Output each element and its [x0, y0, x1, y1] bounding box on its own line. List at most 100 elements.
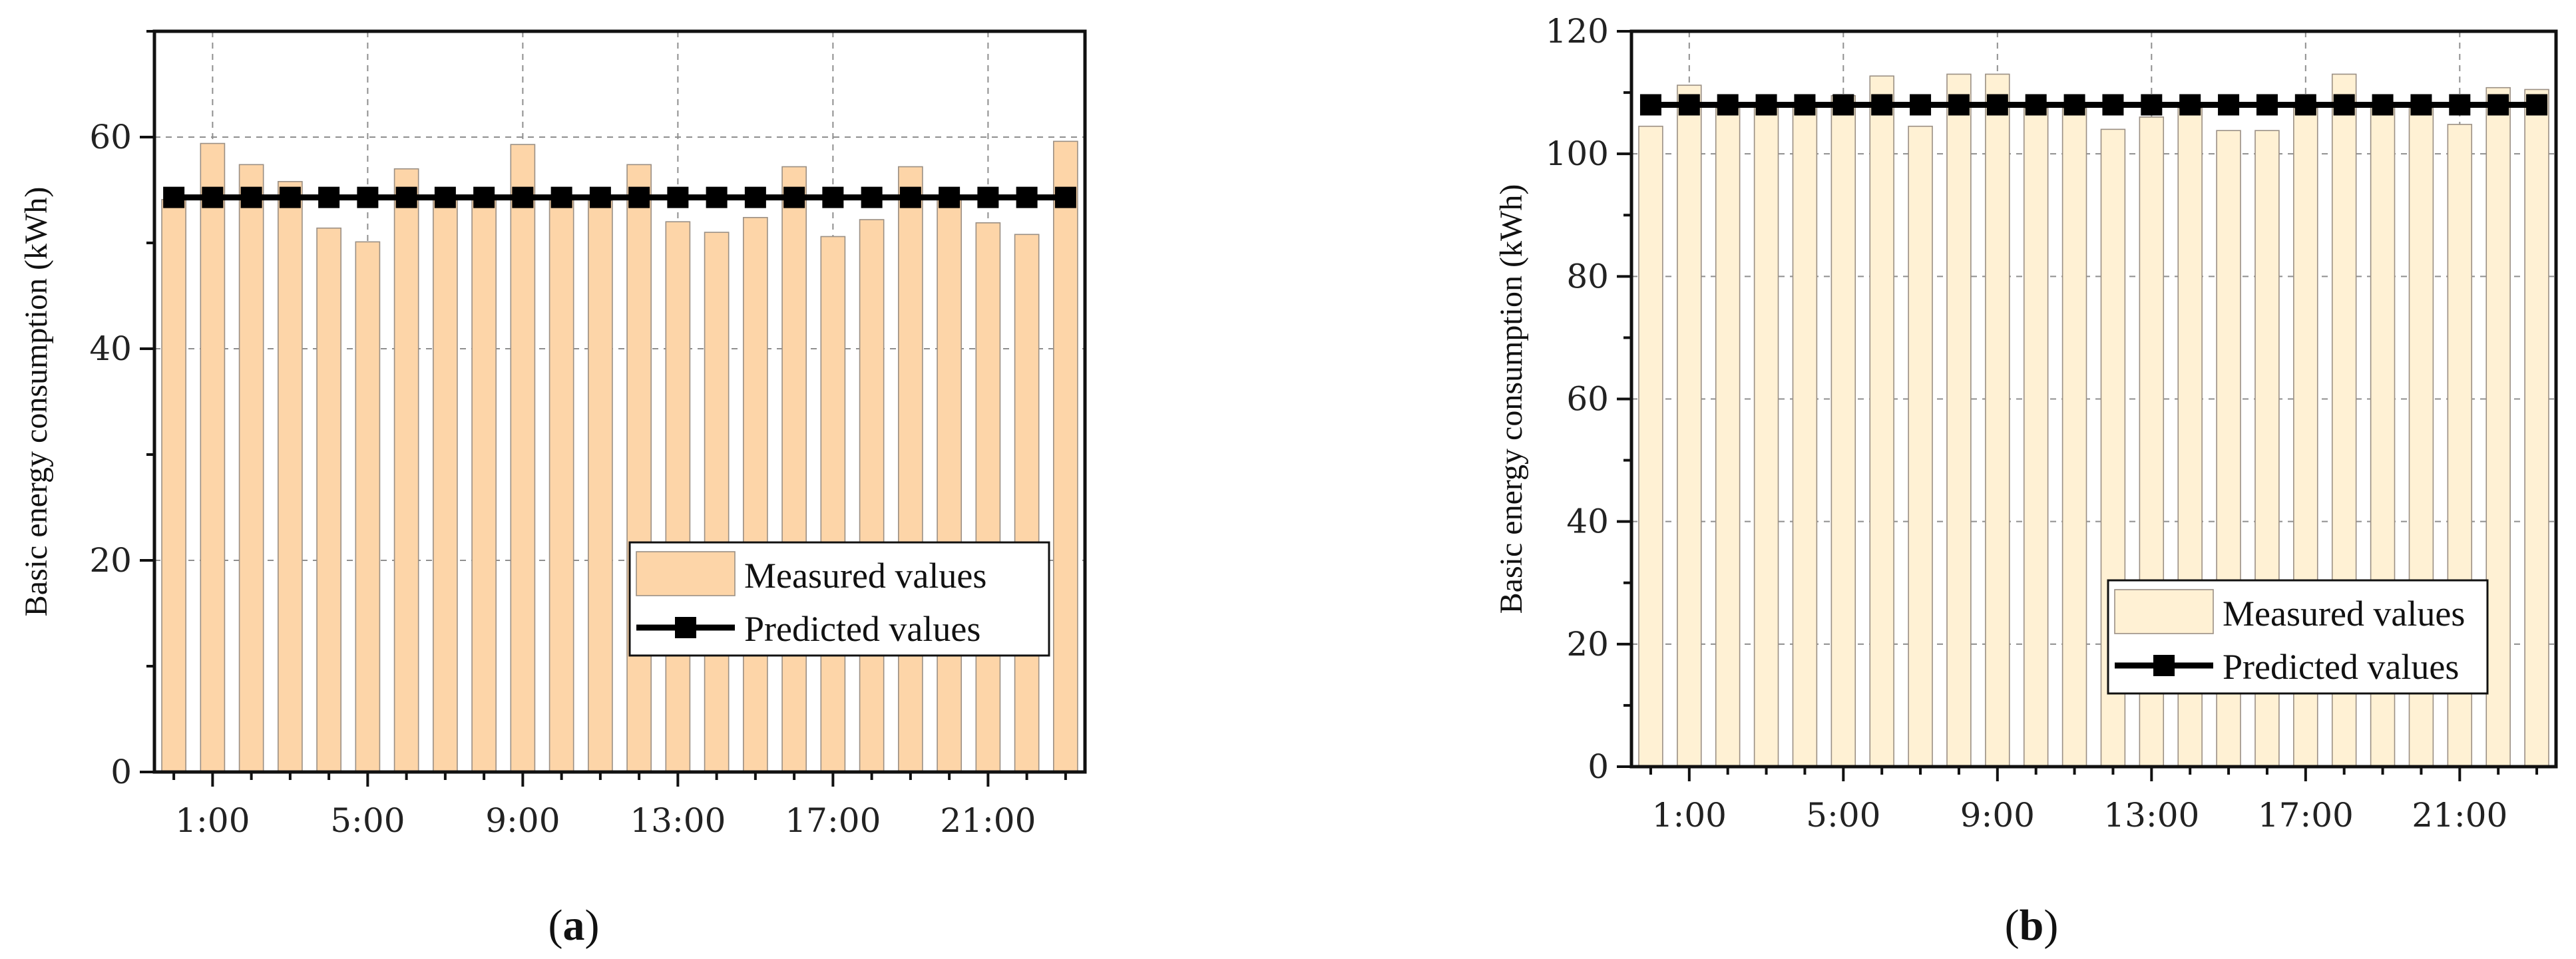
measured-bar [781, 166, 807, 773]
measured-bar [588, 200, 613, 773]
y-axis-title: Basic energy consumption (kWh) [1494, 184, 1529, 614]
x-axis: 1:00 5:00 9:00 13:00 17:00 21:00 [1649, 767, 2539, 835]
predicted-marker [1910, 94, 1932, 116]
measured-bar [665, 221, 691, 773]
measured-bar [2023, 107, 2049, 767]
predicted-marker [977, 186, 999, 208]
predicted-marker [2410, 94, 2432, 116]
predicted-marker [2487, 94, 2509, 116]
panel-label-letter: a [563, 901, 585, 950]
predicted-marker [434, 186, 456, 208]
measured-bar [975, 222, 1001, 773]
measured-bar [898, 166, 923, 773]
measured-bar [820, 236, 846, 773]
predicted-marker [279, 186, 301, 208]
predicted-marker [512, 186, 534, 208]
predicted-marker [2294, 94, 2316, 116]
x-tick-label: 1:00 [1652, 796, 1727, 835]
measured-bar [859, 219, 885, 773]
predicted-marker [2102, 94, 2124, 116]
measured-bar [1946, 73, 1972, 767]
predicted-marker [163, 186, 185, 208]
measured-bar [548, 196, 574, 773]
measured-bar [355, 241, 381, 773]
predicted-marker [1948, 94, 1970, 116]
y-tick-label: 0 [1588, 747, 1609, 786]
predicted-marker [473, 186, 495, 208]
measured-bar [704, 232, 730, 773]
predicted-marker [1832, 94, 1854, 116]
legend-label-predicted: Predicted values [2223, 647, 2459, 687]
panel-label-close-paren: ) [2043, 901, 2058, 950]
x-tick-label: 17:00 [2258, 796, 2354, 835]
measured-bar [1908, 125, 1933, 767]
measured-bar [161, 199, 186, 773]
predicted-marker [861, 186, 883, 208]
x-tick-label: 13:00 [2103, 796, 2199, 835]
predicted-marker [1755, 94, 1777, 116]
measured-bar [1792, 106, 1818, 767]
predicted-marker [550, 186, 572, 208]
measured-bar [393, 168, 419, 773]
measured-bar [1830, 95, 1856, 767]
y-tick-label: 60 [1566, 380, 1609, 419]
measured-bar [433, 196, 458, 773]
measured-bar [937, 196, 962, 773]
x-tick-label: 13:00 [630, 801, 726, 840]
predicted-marker [240, 186, 262, 208]
predicted-line-series [1639, 94, 2548, 116]
predicted-marker [2256, 94, 2278, 116]
predicted-marker [2526, 94, 2548, 116]
legend-bar-swatch [2114, 589, 2214, 634]
measured-bar [626, 164, 652, 773]
panel-b: 0 20 40 60 80 100 120 1:00 5:00 9:00 13:00 17:00 21:… [1494, 12, 2558, 950]
predicted-marker [395, 186, 417, 208]
predicted-marker [1678, 94, 1700, 116]
x-tick-label: 5:00 [1806, 796, 1880, 835]
panel-label-open-paren: ( [2005, 901, 2020, 950]
predicted-line-series [163, 186, 1076, 208]
measured-bar [200, 142, 226, 773]
measured-bar [238, 164, 264, 773]
legend-label-predicted: Predicted values [744, 609, 980, 649]
measured-bar [278, 180, 303, 773]
y-tick-label: 20 [1566, 625, 1609, 664]
predicted-marker [2372, 94, 2394, 116]
predicted-marker [357, 186, 379, 208]
predicted-marker [2063, 94, 2085, 116]
legend: Measured values Predicted values [628, 541, 1050, 657]
predicted-marker [1871, 94, 1893, 116]
y-tick-label: 120 [1546, 12, 1609, 51]
y-tick-label: 100 [1546, 134, 1609, 173]
predicted-marker [744, 186, 766, 208]
predicted-marker [2218, 94, 2240, 116]
x-tick-label: 5:00 [330, 801, 405, 840]
x-axis: 1:00 5:00 9:00 13:00 17:00 21:00 [172, 772, 1067, 840]
predicted-marker [1639, 94, 1661, 116]
panel-label-open-paren: ( [548, 901, 563, 950]
predicted-marker [822, 186, 844, 208]
predicted-marker [202, 186, 224, 208]
x-tick-label: 21:00 [2412, 796, 2507, 835]
measured-bar [1677, 85, 1702, 767]
panel-label: (b) [2005, 901, 2059, 950]
predicted-marker [1054, 186, 1076, 208]
predicted-marker [628, 186, 650, 208]
panel-label-letter: b [2020, 901, 2044, 950]
predicted-marker [2449, 94, 2471, 116]
measured-bar [1869, 75, 1894, 767]
y-tick-label: 60 [89, 118, 132, 156]
predicted-marker [2333, 94, 2355, 116]
legend-marker-swatch [2153, 655, 2175, 676]
predicted-marker [589, 186, 611, 208]
predicted-marker [2025, 94, 2047, 116]
predicted-marker [2179, 94, 2201, 116]
predicted-marker [1016, 186, 1038, 208]
plot-frame [152, 29, 1087, 774]
y-axis: 0 20 40 60 [89, 30, 154, 791]
predicted-marker [318, 186, 340, 208]
panel-a: 0 20 40 60 1:00 5:00 9:00 13:00 17:00 21:00 Basic … [19, 29, 1087, 950]
measured-bar [1985, 73, 2010, 767]
x-tick-label: 17:00 [785, 801, 881, 840]
